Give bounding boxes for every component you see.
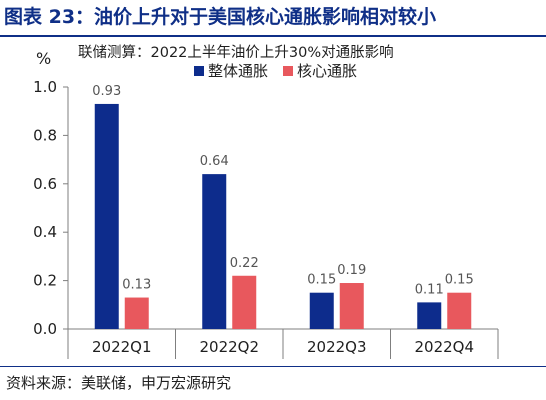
bar [232, 275, 257, 329]
data-label: 0.22 [230, 256, 259, 271]
legend: 整体通胀 核心通胀 [194, 62, 357, 80]
data-label: 0.19 [337, 263, 366, 278]
bar [202, 174, 227, 329]
data-label: 0.13 [122, 278, 151, 293]
bar [94, 103, 119, 329]
chart-subtitle: 联储测算：2022上半年油价上升30%对通胀影响 [78, 44, 394, 61]
bar [417, 302, 442, 329]
plot-area: 0.0 0.2 0.4 0.6 0.8 1.0 2022Q1 2022Q2 2022Q3 2022… [33, 78, 499, 359]
y-tick-label: 0.0 [33, 320, 57, 338]
x-tick-label: 2022Q2 [199, 338, 259, 356]
y-tick-label: 0.2 [33, 272, 57, 290]
data-label: 0.11 [415, 282, 444, 297]
legend-swatch [283, 66, 293, 76]
figure-title: 图表 23：油价上升对于美国核心通胀影响相对较小 [4, 6, 437, 28]
bar [124, 297, 149, 329]
data-label: 0.15 [307, 273, 336, 288]
bar-chart: 联储测算：2022上半年油价上升30%对通胀影响 % 整体通胀 核心通胀 0.00… [33, 44, 499, 359]
x-tick-label: 2022Q3 [307, 338, 367, 356]
bar [339, 283, 364, 329]
source-note: 资料来源：美联储，申万宏源研究 [6, 374, 232, 392]
y-tick-label: 0.6 [33, 175, 57, 193]
x-tick-label: 2022Q4 [414, 338, 474, 356]
legend-swatch [194, 66, 204, 76]
title-divider [0, 35, 546, 37]
bar [309, 292, 334, 329]
data-label: 0.93 [92, 84, 121, 99]
data-label: 0.15 [445, 273, 474, 288]
legend-label: 整体通胀 [208, 62, 268, 80]
y-tick-label: 0.8 [33, 126, 57, 144]
bar [447, 292, 472, 329]
x-tick-label: 2022Q1 [92, 338, 152, 356]
y-tick-label: 1.0 [33, 78, 57, 96]
legend-label: 核心通胀 [297, 62, 357, 80]
y-tick-label: 0.4 [33, 223, 57, 241]
footer-divider [0, 366, 546, 367]
y-axis-unit-label: % [36, 49, 51, 68]
data-label: 0.64 [200, 154, 229, 169]
